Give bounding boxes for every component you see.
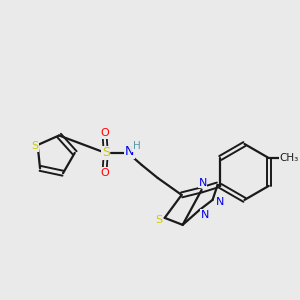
Text: O: O [100,128,109,138]
Text: O: O [100,168,109,178]
Text: S: S [102,146,110,160]
Text: N: N [200,210,209,220]
Text: N: N [125,146,134,158]
Text: S: S [31,141,38,151]
Text: S: S [155,215,162,225]
Text: H: H [133,141,141,151]
Text: N: N [215,197,224,207]
Text: N: N [198,178,207,188]
Text: CH₃: CH₃ [279,153,298,163]
